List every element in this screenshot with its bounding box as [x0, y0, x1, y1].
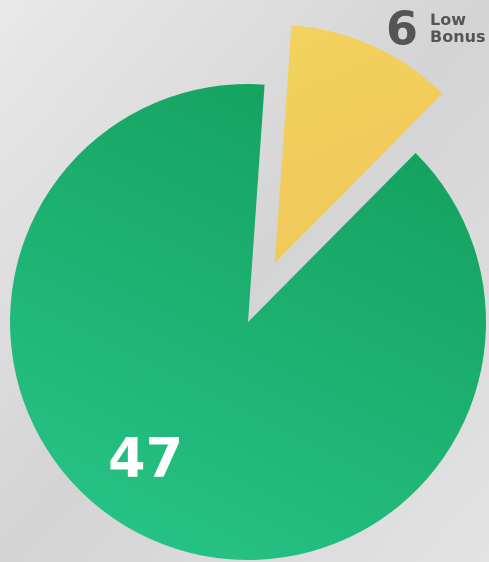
pie-slice [274, 25, 443, 263]
category-label: Low Bonus [430, 10, 486, 46]
data-label: 6 [386, 2, 418, 56]
pie: 6 Low Bonus 47 [10, 2, 487, 561]
data-label: 47 [108, 427, 183, 490]
pie-slice [10, 83, 487, 561]
